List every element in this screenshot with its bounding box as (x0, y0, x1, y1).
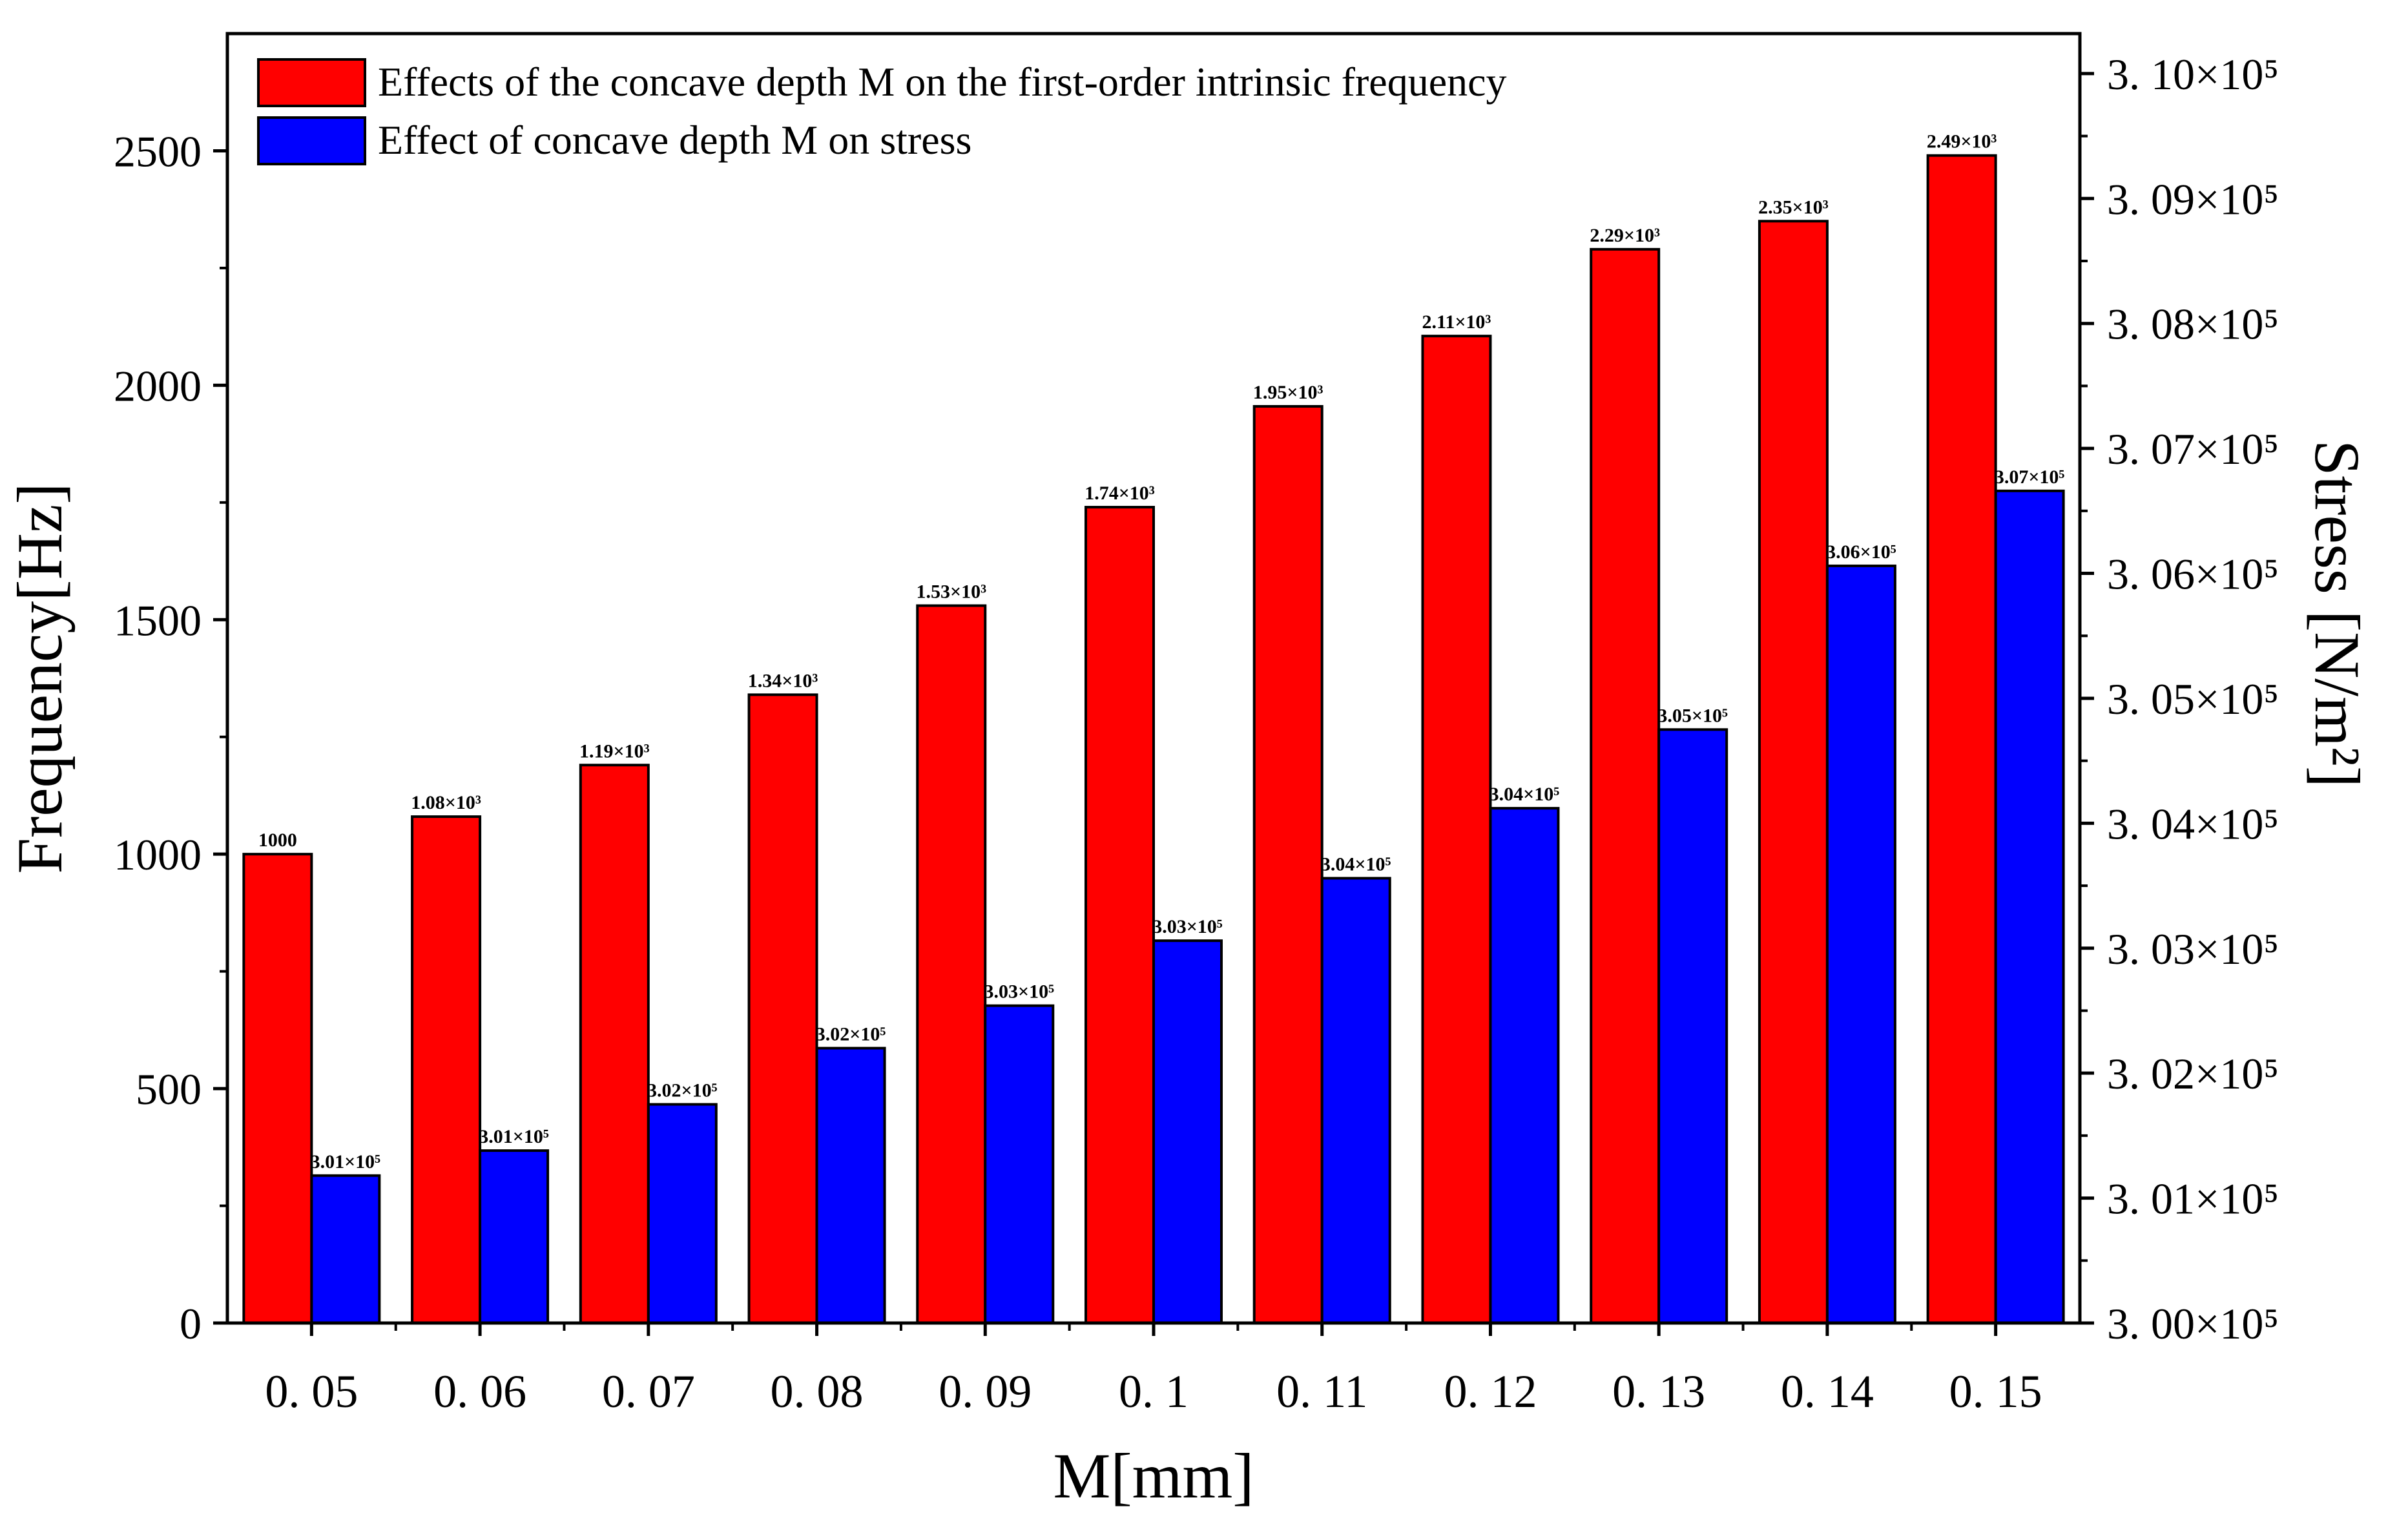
y2-tick-label: 3. 01×10⁵ (2107, 1174, 2279, 1224)
y2-tick-label: 3. 10×10⁵ (2107, 50, 2279, 99)
frequency-bar (1758, 220, 1829, 1324)
frequency-bar (579, 764, 650, 1324)
frequency-data-label: 2.35×10³ (1758, 196, 1829, 218)
y-axis-title: Frequency[Hz] (4, 483, 76, 873)
data-labels-layer: 1000 3.01×10⁵ 1.08×10³ 3.01×10⁵ 1.19×10³ 3.02… (258, 131, 2065, 1173)
stress-bar (647, 1103, 718, 1324)
stress-legend-swatch (257, 116, 366, 165)
frequency-bar (411, 815, 482, 1324)
frequency-bar (1085, 506, 1155, 1324)
x-tick-label: 0. 05 (265, 1366, 358, 1417)
stress-bar (1320, 877, 1391, 1325)
stress-data-label: 3.07×10⁵ (1995, 466, 2065, 488)
stress-data-label: 3.02×10⁵ (816, 1023, 886, 1045)
stress-bar (1152, 939, 1223, 1325)
frequency-data-label: 1.95×10³ (1253, 382, 1323, 403)
frequency-bar (747, 693, 818, 1325)
frequency-data-label: 1000 (258, 829, 297, 851)
frequency-data-label: 1.53×10³ (916, 581, 986, 602)
frequency-data-label: 1.19×10³ (579, 740, 650, 762)
x-tick-label: 0. 07 (602, 1366, 695, 1417)
frequency-data-label: 2.29×10³ (1590, 225, 1660, 246)
stress-legend-label: Effect of concave depth M on stress (378, 117, 971, 163)
stress-bar (984, 1004, 1055, 1325)
axes-layer: 0 500 1000 1500 2000 2500 3. 00×10⁵ 3. 01×10⁵ 3.… (4, 32, 2373, 1512)
frequency-data-label: 1.34×10³ (748, 670, 818, 691)
x-tick-label: 0. 14 (1781, 1366, 1874, 1417)
stress-bar (1825, 564, 1896, 1325)
stress-data-label: 3.06×10⁵ (1826, 541, 1896, 563)
y2-tick-label: 3. 08×10⁵ (2107, 300, 2279, 349)
frequency-bar (1926, 154, 1997, 1324)
y2-tick-label: 3. 02×10⁵ (2107, 1049, 2279, 1098)
y2-tick-label: 3. 07×10⁵ (2107, 424, 2279, 474)
stress-bar (310, 1174, 381, 1324)
x-tick-label: 0. 15 (1949, 1366, 2042, 1417)
stress-data-label: 3.02×10⁵ (647, 1080, 718, 1101)
stress-data-label: 3.03×10⁵ (984, 981, 1054, 1003)
y-tick-label: 0 (180, 1299, 202, 1348)
bars-layer (242, 154, 2065, 1325)
y2-tick-label: 3. 06×10⁵ (2107, 550, 2279, 599)
x-tick-label: 0. 1 (1119, 1366, 1188, 1417)
stress-bar (1994, 489, 2065, 1325)
frequency-legend-label: Effects of the concave depth M on the fi… (378, 59, 1507, 105)
frequency-bar (1421, 335, 1492, 1324)
stress-data-label: 3.01×10⁵ (311, 1151, 381, 1173)
x-tick-label: 0. 09 (939, 1366, 1032, 1417)
y-tick-label: 2500 (114, 127, 202, 176)
stress-bar (815, 1047, 886, 1324)
x-tick-label: 0. 08 (771, 1366, 864, 1417)
frequency-bar (1590, 247, 1661, 1325)
y2-tick-label: 3. 05×10⁵ (2107, 674, 2279, 724)
y2-tick-label: 3. 03×10⁵ (2107, 924, 2279, 974)
frequency-bar (916, 604, 987, 1324)
stress-bar (479, 1149, 550, 1324)
x-axis-title: M[mm] (1053, 1440, 1254, 1512)
stress-data-label: 3.05×10⁵ (1657, 705, 1728, 726)
x-tick-label: 0. 12 (1444, 1366, 1537, 1417)
frequency-bar (1252, 405, 1323, 1324)
stress-data-label: 3.03×10⁵ (1152, 916, 1223, 937)
frequency-data-label: 2.11×10³ (1422, 311, 1491, 333)
x-tick-label: 0. 06 (433, 1366, 526, 1417)
frequency-data-label: 2.49×10³ (1927, 131, 1997, 152)
y-tick-label: 1000 (114, 830, 202, 879)
frequency-bar (242, 853, 313, 1324)
x-tick-label: 0. 13 (1612, 1366, 1705, 1417)
y-tick-label: 500 (136, 1065, 202, 1114)
frequency-legend-swatch (257, 58, 366, 107)
stress-data-label: 3.04×10⁵ (1489, 784, 1560, 805)
stress-data-label: 3.04×10⁵ (1321, 853, 1391, 875)
stress-bar (1657, 728, 1728, 1324)
y2-axis-title: Stress [N/m²] (2301, 440, 2373, 787)
stress-data-label: 3.01×10⁵ (479, 1126, 549, 1147)
frequency-data-label: 1.74×10³ (1085, 483, 1155, 504)
x-tick-label: 0. 11 (1276, 1366, 1367, 1417)
y2-tick-label: 3. 00×10⁵ (2107, 1299, 2279, 1348)
y-tick-label: 2000 (114, 361, 202, 410)
frequency-data-label: 1.08×10³ (411, 792, 481, 813)
y-tick-label: 1500 (114, 596, 202, 645)
y2-tick-label: 3. 09×10⁵ (2107, 174, 2279, 224)
y2-tick-label: 3. 04×10⁵ (2107, 799, 2279, 848)
stress-bar (1489, 807, 1560, 1325)
legend: Effects of the concave depth M on the fi… (257, 58, 1507, 165)
